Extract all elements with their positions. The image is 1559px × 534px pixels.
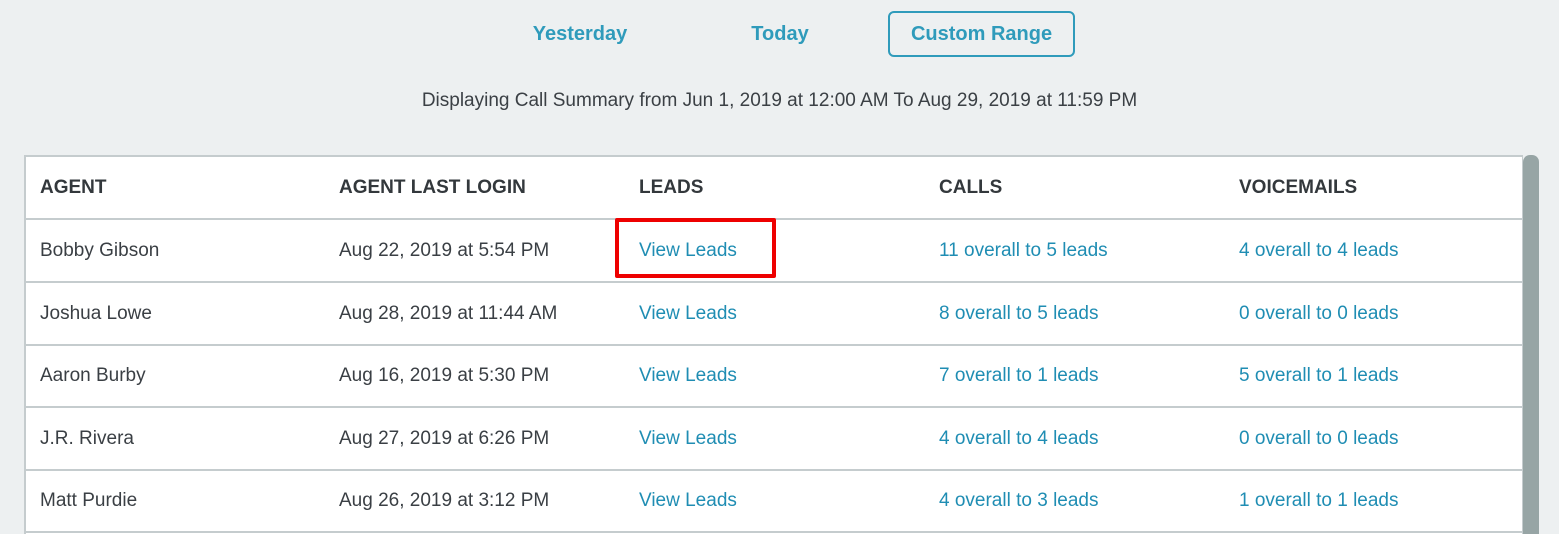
table-row: Aaron Burby Aug 16, 2019 at 5:30 PM View… [26,345,1524,408]
agent-name: J.R. Rivera [40,427,134,449]
calls-link[interactable]: 8 overall to 5 leads [939,302,1099,324]
tab-custom-range[interactable]: Custom Range [888,11,1075,57]
voicemails-link[interactable]: 1 overall to 1 leads [1239,489,1399,511]
view-leads-link[interactable]: View Leads [639,427,737,449]
view-leads-link[interactable]: View Leads [639,302,737,324]
agent-last-login: Aug 22, 2019 at 5:54 PM [339,239,550,261]
table-row: J.R. Rivera Aug 27, 2019 at 6:26 PM View… [26,408,1524,471]
calls-link[interactable]: 4 overall to 3 leads [939,489,1099,511]
header-leads: LEADS [639,176,704,198]
call-summary-table: AGENT AGENT LAST LOGIN LEADS CALLS VOICE… [24,155,1524,534]
tab-today[interactable]: Today [730,11,830,57]
date-range-tabs: Yesterday Today Custom Range [0,11,1559,57]
agent-last-login: Aug 27, 2019 at 6:26 PM [339,427,550,449]
view-leads-link[interactable]: View Leads [639,489,737,511]
table-row: Joshua Lowe Aug 28, 2019 at 11:44 AM Vie… [26,283,1524,346]
agent-name: Bobby Gibson [40,239,160,261]
table-row: Bobby Gibson Aug 22, 2019 at 5:54 PM Vie… [26,220,1524,283]
header-voicemails: VOICEMAILS [1239,176,1358,198]
agent-last-login: Aug 26, 2019 at 3:12 PM [339,489,550,511]
header-calls: CALLS [939,176,1003,198]
view-leads-link[interactable]: View Leads [639,364,737,386]
voicemails-link[interactable]: 0 overall to 0 leads [1239,427,1399,449]
calls-link[interactable]: 4 overall to 4 leads [939,427,1099,449]
header-agent: AGENT [40,176,107,198]
tab-yesterday[interactable]: Yesterday [520,11,640,57]
header-agent-last-login: AGENT LAST LOGIN [339,176,526,198]
agent-last-login: Aug 16, 2019 at 5:30 PM [339,364,550,386]
voicemails-link[interactable]: 5 overall to 1 leads [1239,364,1399,386]
agent-name: Matt Purdie [40,489,138,511]
voicemails-link[interactable]: 0 overall to 0 leads [1239,302,1399,324]
call-summary-range-text: Displaying Call Summary from Jun 1, 2019… [421,90,1138,111]
scrollbar-thumb[interactable] [1523,155,1539,534]
agent-name: Aaron Burby [40,364,146,386]
vertical-scrollbar[interactable] [1523,155,1539,534]
agent-last-login: Aug 28, 2019 at 11:44 AM [339,302,558,324]
table-header-row: AGENT AGENT LAST LOGIN LEADS CALLS VOICE… [26,157,1524,220]
calls-link[interactable]: 11 overall to 5 leads [939,239,1108,261]
view-leads-link[interactable]: View Leads [639,239,737,261]
calls-link[interactable]: 7 overall to 1 leads [939,364,1099,386]
agent-name: Joshua Lowe [40,302,152,324]
table-row: Matt Purdie Aug 26, 2019 at 3:12 PM View… [26,470,1524,533]
voicemails-link[interactable]: 4 overall to 4 leads [1239,239,1399,261]
